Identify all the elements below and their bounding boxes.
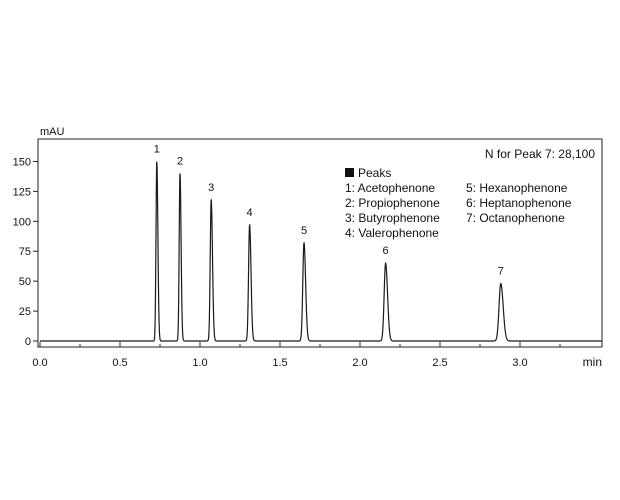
legend-entry-2: 2: Propiophenone [345, 196, 440, 210]
peak-label-4: 4 [247, 207, 253, 219]
y-tick-label-6: 150 [13, 156, 31, 168]
legend-heading: Peaks [358, 166, 391, 180]
y-tick-label-5: 125 [13, 186, 31, 198]
x-tick-label-6: 3.0 [512, 357, 527, 369]
peak-label-6: 6 [383, 245, 389, 257]
legend-entry-5: 5: Hexanophenone [466, 181, 568, 195]
peak-labels: 1 2 3 4 5 6 7 [154, 143, 504, 277]
y-axis-label: mAU [40, 126, 65, 138]
plate-count-annotation: N for Peak 7: 28,100 [485, 147, 595, 161]
x-tick-label-0: 0.0 [32, 357, 47, 369]
peak-label-3: 3 [208, 182, 214, 194]
legend-entry-7: 7: Octanophenone [466, 211, 565, 225]
peak-label-5: 5 [301, 225, 307, 237]
x-tick-label-4: 2.0 [352, 357, 367, 369]
x-tick-label-5: 2.5 [432, 357, 447, 369]
legend-entry-6: 6: Heptanophenone [466, 196, 572, 210]
y-tick-label-3: 75 [19, 246, 31, 258]
peak-label-7: 7 [498, 266, 504, 278]
legend: Peaks 1: Acetophenone 2: Propiophenone 3… [345, 166, 572, 240]
x-tick-label-1: 0.5 [112, 357, 127, 369]
legend-entry-3: 3: Butyrophenone [345, 211, 440, 225]
y-axis: 0 25 50 75 100 125 150 [13, 156, 38, 348]
chromatogram-trace [40, 161, 602, 342]
y-tick-label-1: 25 [19, 306, 31, 318]
y-tick-label-2: 50 [19, 276, 31, 288]
plot-frame [37, 138, 603, 348]
x-axis: 0.0 0.5 1.0 1.5 2.0 2.5 3.0 [32, 342, 561, 369]
peak-label-2: 2 [177, 155, 183, 167]
legend-marker [345, 168, 354, 177]
x-tick-label-2: 1.0 [192, 357, 207, 369]
legend-entry-4: 4: Valerophenone [345, 226, 439, 240]
y-tick-label-0: 0 [25, 336, 31, 348]
y-tick-label-4: 100 [13, 216, 31, 228]
legend-entry-1: 1: Acetophenone [345, 181, 435, 195]
x-axis-label: min [583, 355, 602, 369]
peak-label-1: 1 [154, 143, 160, 155]
x-tick-label-3: 1.5 [272, 357, 287, 369]
